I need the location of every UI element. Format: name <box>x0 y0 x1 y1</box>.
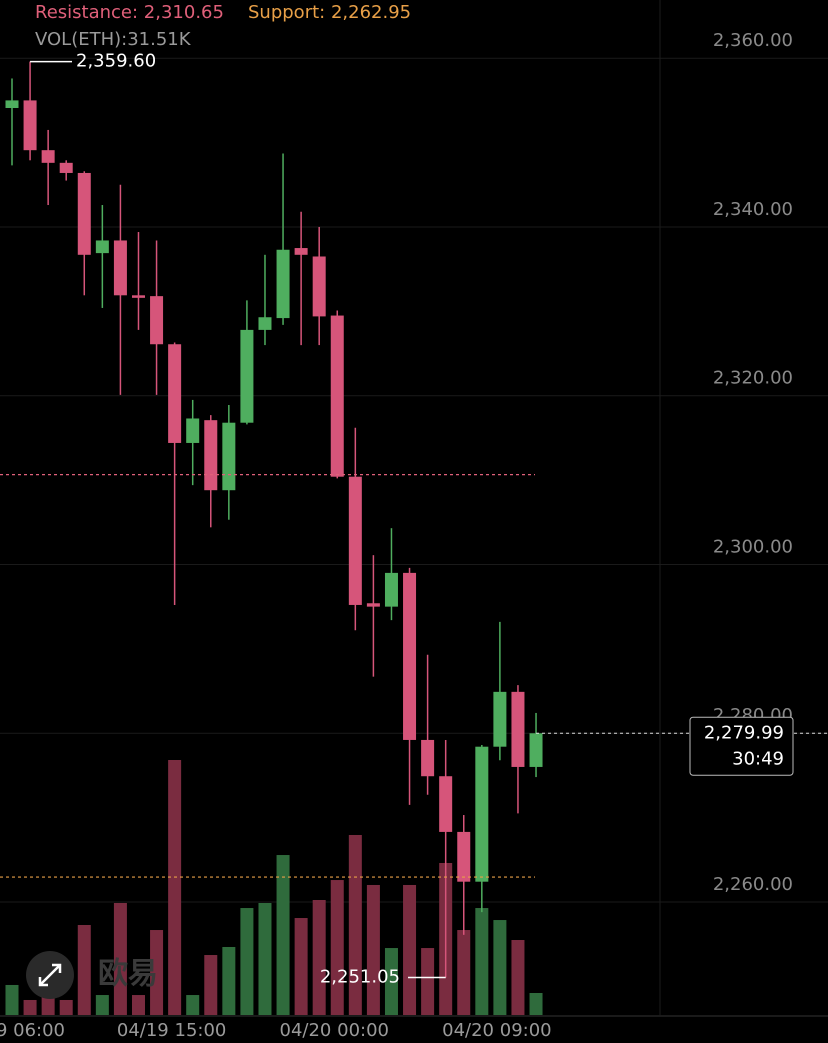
expand-button[interactable] <box>26 951 74 999</box>
candle-body <box>421 739 435 777</box>
candle-body <box>348 476 362 605</box>
candle-body <box>186 418 200 443</box>
resistance-label: Resistance: <box>35 2 138 23</box>
x-tick-label: 04/19 15:00 <box>117 1020 226 1041</box>
grid: 2,260.002,280.002,300.002,320.002,340.00… <box>0 30 828 903</box>
candle-body <box>59 162 73 173</box>
x-tick-label: 04/20 00:00 <box>280 1020 389 1041</box>
volume-bar <box>421 948 435 1015</box>
volume-bar <box>150 930 164 1015</box>
candle-body <box>23 100 37 151</box>
candle-body <box>240 329 254 423</box>
candle-body <box>150 296 164 345</box>
resistance-value: 2,310.65 <box>144 2 224 23</box>
expand-icon[interactable] <box>38 963 62 987</box>
candle-body <box>529 733 543 767</box>
volume-bar <box>384 948 398 1015</box>
support-label: Support: <box>248 2 325 23</box>
y-tick-label: 2,320.00 <box>713 368 793 389</box>
resistance-text: Resistance: 2,310.65 <box>35 2 224 23</box>
volume-bar <box>168 760 182 1015</box>
countdown-label: 30:49 <box>732 748 784 769</box>
y-tick-label: 2,260.00 <box>713 874 793 895</box>
candle-body <box>493 691 507 747</box>
candle-body <box>511 691 525 767</box>
y-tick-label: 2,340.00 <box>713 199 793 220</box>
volume-bar <box>5 984 19 1015</box>
volume-bar <box>276 855 290 1015</box>
volume-bar <box>222 946 236 1015</box>
y-tick-label: 2,360.00 <box>713 30 793 51</box>
candle-body <box>168 344 182 443</box>
candle-body <box>113 240 127 296</box>
candle-body <box>330 315 344 477</box>
volume-bar <box>330 880 344 1015</box>
volume-bar <box>258 903 272 1015</box>
candle-body <box>403 572 417 740</box>
volume-bar <box>403 884 417 1015</box>
candle-body <box>77 172 91 255</box>
support-text: Support: 2,262.95 <box>248 2 411 23</box>
volume-bar <box>366 884 380 1015</box>
volume-bar <box>204 955 218 1015</box>
volume-bar <box>95 995 109 1015</box>
x-tick-label: 9 06:00 <box>0 1020 65 1041</box>
volume-bar <box>131 995 145 1015</box>
volume-bar <box>113 903 127 1015</box>
volume-bar <box>312 899 326 1015</box>
candle-layer <box>5 61 543 978</box>
watermark: 欧易 <box>98 957 158 992</box>
volume-bar <box>348 834 362 1015</box>
volume-bar <box>475 908 489 1015</box>
volume-bar <box>186 995 200 1015</box>
candle-body <box>95 240 109 254</box>
candle-body <box>439 776 453 832</box>
support-value: 2,262.95 <box>331 2 411 23</box>
volume-bar <box>77 924 91 1015</box>
candle-body <box>384 572 398 607</box>
volume-bar <box>529 992 543 1015</box>
last-price-label: 2,279.99 <box>704 722 784 743</box>
volume-bar <box>294 918 308 1015</box>
overlay-layer: 9 06:00 04/19 15:00 04/20 00:00 04/20 09:00… <box>0 51 828 1041</box>
candle-body <box>41 150 55 163</box>
candle-body <box>258 317 272 330</box>
volume-bar <box>240 908 254 1015</box>
volume-label: VOL(ETH):31.51K <box>35 29 192 50</box>
last-price-box <box>689 716 794 776</box>
candle-body <box>131 295 145 298</box>
volume-bar <box>23 999 37 1015</box>
volume-bar <box>457 930 471 1015</box>
candle-body <box>366 603 380 607</box>
candle-body <box>294 248 308 255</box>
low-marker-label: 2,251.05 <box>320 966 400 987</box>
candle-body <box>222 422 236 491</box>
volume-bar <box>59 999 73 1015</box>
candle-body <box>475 746 489 882</box>
candle-body <box>312 256 326 317</box>
y-tick-label: 2,300.00 <box>713 536 793 557</box>
candle-body <box>276 249 290 319</box>
candle-body <box>5 100 19 108</box>
volume-bar <box>511 940 525 1015</box>
x-tick-label: 04/20 09:00 <box>442 1020 551 1041</box>
high-marker-label: 2,359.60 <box>76 51 156 72</box>
candle-body <box>457 831 471 882</box>
volume-bar <box>493 920 507 1015</box>
candle-body <box>204 420 218 491</box>
